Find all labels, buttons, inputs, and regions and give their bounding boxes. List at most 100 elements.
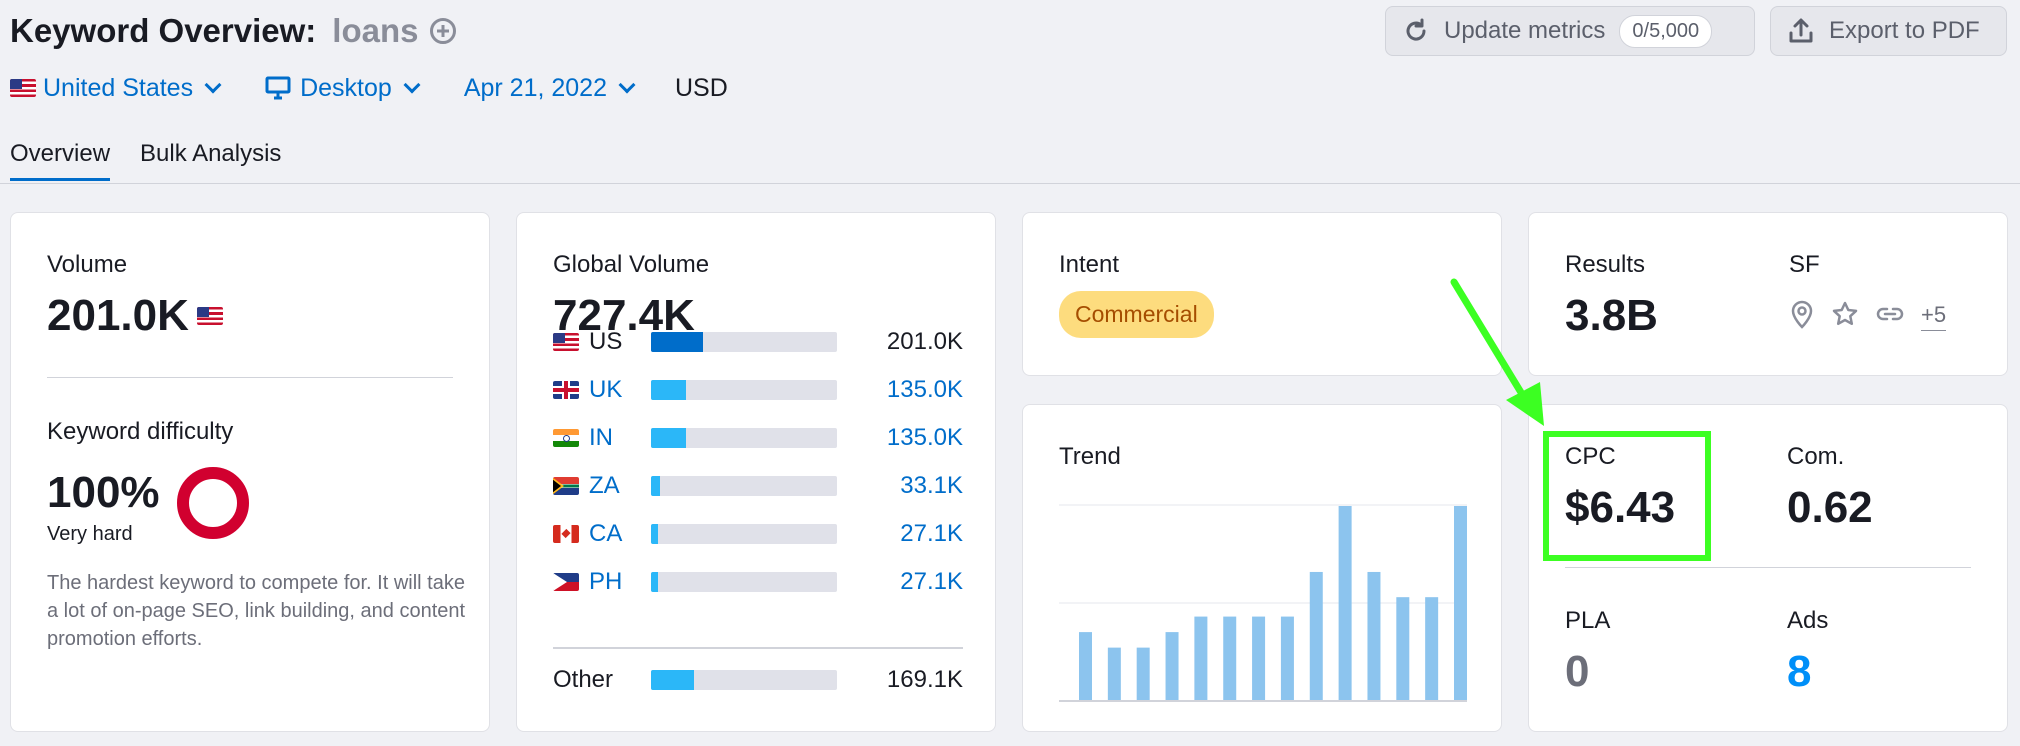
trend-bar[interactable]: [1252, 616, 1266, 700]
serp-features-more-link[interactable]: +5: [1921, 302, 1947, 331]
country-volume[interactable]: 27.1K: [900, 568, 963, 595]
volume-value-row: 201.0K: [47, 291, 223, 341]
country-code[interactable]: PH: [589, 568, 623, 595]
serp-features-icons: +5: [1789, 299, 1947, 334]
export-pdf-button[interactable]: Export to PDF: [1770, 6, 2007, 56]
country-volume[interactable]: 135.0K: [886, 424, 963, 451]
trend-bar[interactable]: [1454, 506, 1467, 700]
country-bar-fill: [651, 332, 704, 352]
update-metrics-button[interactable]: Update metrics 0/5,000: [1385, 6, 1755, 56]
page-header: Keyword Overview: loans: [10, 10, 457, 52]
trend-bar[interactable]: [1079, 632, 1092, 700]
currency-label: USD: [674, 73, 728, 102]
keyword-difficulty-label: Keyword difficulty: [47, 418, 234, 445]
country-row: ZA 33.1K: [553, 471, 963, 501]
competition-label: Com.: [1787, 443, 1845, 470]
intent-label: Intent: [1059, 251, 1120, 278]
us-flag-icon: [10, 79, 36, 97]
country-code[interactable]: ZA: [589, 472, 620, 499]
keyword-title: loans: [332, 12, 419, 49]
country-volume[interactable]: 27.1K: [900, 520, 963, 547]
trend-bar[interactable]: [1367, 571, 1381, 700]
pla-value: 0: [1565, 647, 1590, 696]
country-row: UK 135.0K: [553, 375, 963, 405]
difficulty-ring-icon: [177, 467, 249, 539]
country-selector[interactable]: United States: [10, 73, 222, 103]
country-volume[interactable]: 135.0K: [886, 376, 963, 403]
desktop-icon: [265, 76, 291, 100]
ph-flag-icon: [553, 573, 579, 591]
country-bar: [651, 332, 837, 352]
tab-bulk-analysis[interactable]: Bulk Analysis: [140, 140, 282, 167]
country-volume[interactable]: 33.1K: [900, 472, 963, 499]
country-bar: [651, 572, 837, 592]
tab-overview[interactable]: Overview: [10, 140, 111, 181]
cpc-highlight-box: [1543, 431, 1711, 561]
us-flag-icon: [196, 307, 223, 325]
za-flag-icon: [553, 477, 579, 495]
trend-card: Trend: [1022, 404, 1502, 732]
date-selector[interactable]: Apr 21, 2022: [463, 73, 636, 103]
map-pin-icon: [1789, 299, 1815, 334]
filter-bar: United States Desktop Apr 21, 2022 USD: [10, 70, 728, 106]
competition-value: 0.62: [1787, 483, 1873, 532]
country-volume: 201.0K: [886, 328, 963, 355]
volume-label: Volume: [47, 251, 128, 278]
chevron-down-icon: [618, 76, 636, 94]
country-bar-fill: [651, 380, 687, 400]
ads-value[interactable]: 8: [1787, 647, 1812, 696]
annotation-arrow-icon: [1450, 278, 1544, 426]
country-bar: [651, 428, 837, 448]
trend-bar[interactable]: [1165, 632, 1179, 700]
country-bar-fill: [651, 572, 659, 592]
other-value: 169.1K: [886, 666, 963, 693]
page-title: Keyword Overview:: [10, 12, 317, 49]
country-bar-fill: [651, 524, 659, 544]
global-volume-card: Global Volume 727.4K US 201.0K UK 135.0K IN 1…: [516, 212, 996, 732]
country-bar-fill: [651, 476, 661, 496]
country-code[interactable]: IN: [589, 424, 613, 451]
results-value: 3.8B: [1565, 291, 1658, 340]
country-label: United States: [43, 73, 194, 102]
country-bar: [651, 476, 837, 496]
update-metrics-label: Update metrics: [1444, 17, 1606, 44]
country-code[interactable]: CA: [589, 520, 623, 547]
trend-bar[interactable]: [1309, 571, 1323, 700]
refresh-icon: [1402, 17, 1430, 45]
star-icon: [1831, 300, 1859, 333]
divider: [553, 647, 963, 649]
cpc-value: $6.43: [1565, 483, 1676, 532]
other-row: Other 169.1K: [553, 665, 963, 695]
country-row: PH 27.1K: [553, 567, 963, 597]
tabs-divider: [0, 183, 2020, 184]
trend-bar[interactable]: [1425, 597, 1439, 700]
add-to-list-icon[interactable]: [430, 18, 457, 44]
intent-badge[interactable]: Commercial: [1059, 291, 1214, 338]
trend-bar[interactable]: [1194, 616, 1208, 700]
country-row: IN 135.0K: [553, 423, 963, 453]
trend-bar[interactable]: [1396, 597, 1410, 700]
trend-bar[interactable]: [1136, 647, 1150, 700]
country-code: US: [589, 328, 623, 355]
other-bar-fill: [651, 670, 694, 690]
country-row: US 201.0K: [553, 327, 963, 357]
keyword-difficulty-value: 100%: [47, 468, 160, 517]
trend-bar[interactable]: [1280, 616, 1294, 700]
country-code[interactable]: UK: [589, 376, 623, 403]
in-flag-icon: [553, 429, 579, 447]
volume-card: Volume 201.0K Keyword difficulty 100% Ve…: [10, 212, 490, 732]
serp-features-label: SF: [1789, 251, 1820, 278]
date-label: Apr 21, 2022: [463, 73, 607, 102]
trend-bar[interactable]: [1338, 506, 1352, 700]
trend-bar[interactable]: [1107, 647, 1121, 700]
device-selector[interactable]: Desktop: [265, 74, 421, 103]
pla-label: PLA: [1565, 607, 1611, 634]
update-limit-badge: 0/5,000: [1619, 14, 1713, 48]
chevron-down-icon: [403, 76, 421, 94]
country-row: CA 27.1K: [553, 519, 963, 549]
trend-bar[interactable]: [1223, 616, 1237, 700]
ca-flag-icon: [553, 525, 579, 543]
keyword-difficulty-description: The hardest keyword to compete for. It w…: [47, 572, 466, 650]
uk-flag-icon: [553, 381, 579, 399]
country-bar: [651, 380, 837, 400]
